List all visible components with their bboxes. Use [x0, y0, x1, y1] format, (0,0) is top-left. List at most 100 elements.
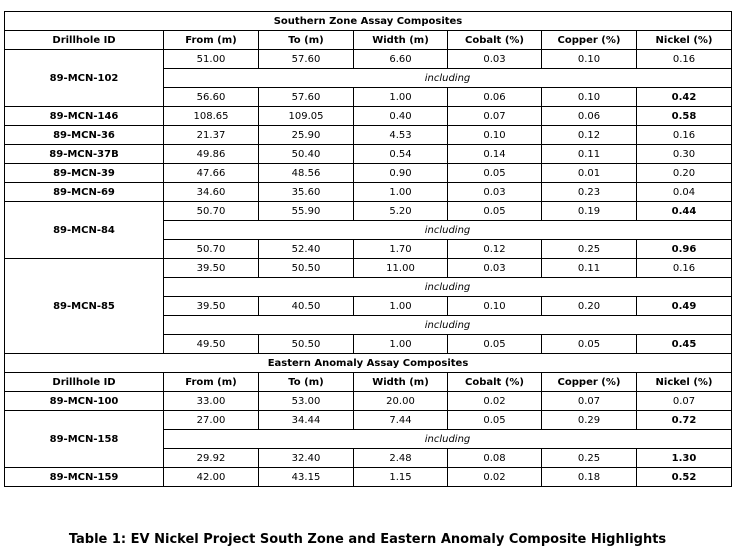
cell: 43.15: [258, 467, 354, 487]
section-title: Eastern Anomaly Assay Composites: [4, 353, 732, 373]
including-note: including: [163, 220, 732, 240]
cell: 57.60: [258, 49, 354, 69]
cell: 50.70: [163, 201, 259, 221]
cell: 0.02: [447, 391, 542, 411]
cell: 0.11: [541, 258, 637, 278]
cell: 49.86: [163, 144, 259, 164]
column-header: Copper (%): [541, 372, 637, 392]
cell: 1.00: [353, 296, 448, 316]
row: 89-MCN-37B 49.86 50.40 0.54 0.14 0.11 0.30: [4, 144, 732, 164]
cell: 0.20: [636, 163, 732, 183]
cell: 0.04: [636, 182, 732, 202]
cell: 0.11: [541, 144, 637, 164]
column-header: To (m): [258, 372, 354, 392]
cell: 20.00: [353, 391, 448, 411]
cell: 1.00: [353, 334, 448, 354]
cell: 0.08: [447, 448, 542, 468]
cell: 0.52: [636, 467, 732, 487]
including-note: including: [163, 277, 732, 297]
cell: 0.40: [353, 106, 448, 126]
column-header: From (m): [163, 30, 259, 50]
cell: 11.00: [353, 258, 448, 278]
cell: 4.53: [353, 125, 448, 145]
cell: 0.49: [636, 296, 732, 316]
row: 89-MCN-159 42.00 43.15 1.15 0.02 0.18 0.52: [4, 467, 732, 487]
cell: 0.06: [541, 106, 637, 126]
cell: 0.02: [447, 467, 542, 487]
cell: 0.45: [636, 334, 732, 354]
column-header: Copper (%): [541, 30, 637, 50]
cell: 51.00: [163, 49, 259, 69]
assay-table: Southern Zone Assay Composites Drillhole …: [4, 11, 732, 487]
cell: 48.56: [258, 163, 354, 183]
cell: 39.50: [163, 296, 259, 316]
cell: 0.10: [447, 125, 542, 145]
column-header: Nickel (%): [636, 372, 732, 392]
cell: 49.50: [163, 334, 259, 354]
cell: 34.44: [258, 410, 354, 430]
drillhole-id: 89-MCN-159: [4, 467, 164, 487]
cell: 108.65: [163, 106, 259, 126]
cell: 0.10: [447, 296, 542, 316]
cell: 29.92: [163, 448, 259, 468]
cell: 50.70: [163, 239, 259, 259]
cell: 0.07: [541, 391, 637, 411]
column-header: Width (m): [353, 372, 448, 392]
column-header: Nickel (%): [636, 30, 732, 50]
cell: 0.29: [541, 410, 637, 430]
cell: 1.30: [636, 448, 732, 468]
cell: 35.60: [258, 182, 354, 202]
column-header: Cobalt (%): [447, 30, 542, 50]
drillhole-id: 89-MCN-36: [4, 125, 164, 145]
cell: 53.00: [258, 391, 354, 411]
cell: 1.00: [353, 182, 448, 202]
cell: 0.96: [636, 239, 732, 259]
cell: 0.03: [447, 182, 542, 202]
cell: 0.05: [447, 410, 542, 430]
cell: 0.07: [447, 106, 542, 126]
drillhole-id: 89-MCN-37B: [4, 144, 164, 164]
cell: 39.50: [163, 258, 259, 278]
cell: 0.90: [353, 163, 448, 183]
including-note: including: [163, 68, 732, 88]
cell: 0.03: [447, 49, 542, 69]
cell: 0.05: [447, 201, 542, 221]
cell: 0.54: [353, 144, 448, 164]
cell: 0.16: [636, 49, 732, 69]
cell: 57.60: [258, 87, 354, 107]
drillhole-id: 89-MCN-69: [4, 182, 164, 202]
row: Eastern Anomaly Assay Composites: [4, 353, 732, 373]
column-header: Cobalt (%): [447, 372, 542, 392]
cell: 56.60: [163, 87, 259, 107]
cell: 40.50: [258, 296, 354, 316]
cell: 5.20: [353, 201, 448, 221]
column-header: Width (m): [353, 30, 448, 50]
cell: 2.48: [353, 448, 448, 468]
cell: 47.66: [163, 163, 259, 183]
including-note: including: [163, 429, 732, 449]
row: 89-MCN-69 34.60 35.60 1.00 0.03 0.23 0.04: [4, 182, 732, 202]
drillhole-id: 89-MCN-158: [4, 410, 164, 468]
including-note: including: [163, 315, 732, 335]
cell: 25.90: [258, 125, 354, 145]
cell: 0.03: [447, 258, 542, 278]
cell: 27.00: [163, 410, 259, 430]
cell: 109.05: [258, 106, 354, 126]
row: Southern Zone Assay Composites: [4, 11, 732, 31]
row: 89-MCN-158 27.00 34.44 7.44 0.05 0.29 0.72: [4, 410, 732, 468]
cell: 42.00: [163, 467, 259, 487]
cell: 0.25: [541, 239, 637, 259]
cell: 0.05: [447, 334, 542, 354]
cell: 52.40: [258, 239, 354, 259]
cell: 0.72: [636, 410, 732, 430]
section-title: Southern Zone Assay Composites: [4, 11, 732, 31]
row: 39.50 40.50 1.00 0.10 0.20 0.49: [5, 296, 732, 316]
row: 89-MCN-100 33.00 53.00 20.00 0.02 0.07 0.07: [4, 391, 732, 411]
drillhole-id: 89-MCN-100: [4, 391, 164, 411]
cell: 7.44: [353, 410, 448, 430]
row: Drillhole ID From (m) To (m) Width (m) Cobal…: [4, 372, 732, 392]
row: 89-MCN-84 50.70 55.90 5.20 0.05 0.19 0.44: [4, 201, 732, 259]
row: 89-MCN-36 21.37 25.90 4.53 0.10 0.12 0.16: [4, 125, 732, 145]
cell: 0.01: [541, 163, 637, 183]
column-header: To (m): [258, 30, 354, 50]
